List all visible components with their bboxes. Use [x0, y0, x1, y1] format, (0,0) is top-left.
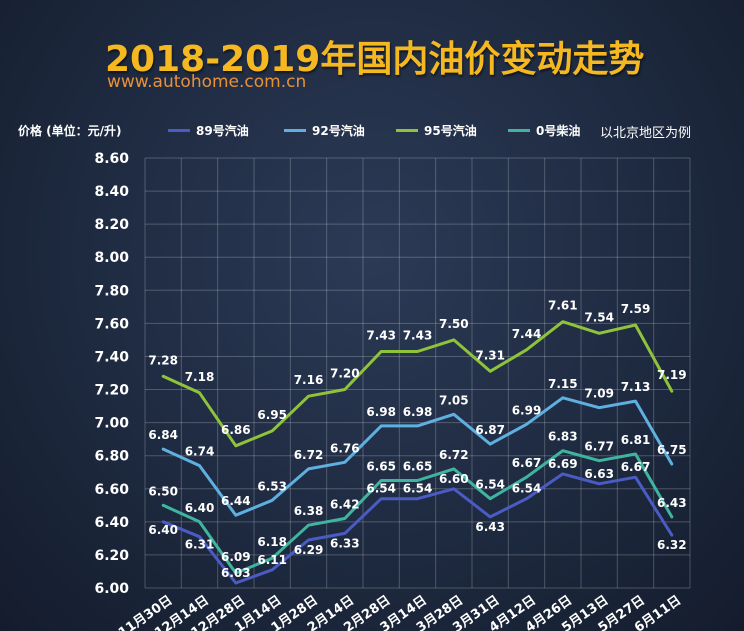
- data-label: 6.54: [403, 482, 433, 496]
- series-line-0: [161, 472, 674, 585]
- y-tick-label: 6.20: [94, 548, 129, 564]
- data-label: 6.11: [257, 553, 287, 567]
- data-label: 6.09: [221, 550, 251, 564]
- data-label: 6.99: [512, 403, 542, 417]
- data-label: 6.76: [330, 441, 360, 455]
- data-label: 6.43: [475, 520, 505, 534]
- data-label: 6.43: [657, 496, 687, 510]
- legend-item-95: 95号汽油: [396, 120, 477, 140]
- data-label: 6.67: [512, 456, 542, 470]
- data-label: 6.65: [403, 460, 433, 474]
- data-label: 6.84: [148, 428, 178, 442]
- y-tick-label: 8.00: [94, 250, 129, 266]
- data-label: 6.72: [439, 448, 469, 462]
- region-note: 以北京地区为例: [600, 126, 692, 141]
- data-label: 7.50: [439, 317, 469, 331]
- data-label: 6.86: [221, 423, 251, 437]
- data-label: 7.44: [512, 327, 542, 341]
- data-label: 6.60: [439, 472, 469, 486]
- data-label: 6.63: [584, 467, 614, 481]
- data-label: 6.50: [148, 484, 178, 498]
- data-label: 7.19: [657, 368, 687, 382]
- data-label: 6.42: [330, 498, 360, 512]
- data-label: 7.16: [294, 373, 324, 387]
- data-label: 7.54: [584, 310, 614, 324]
- data-label: 6.98: [403, 405, 433, 419]
- data-label: 7.09: [584, 387, 614, 401]
- data-label: 6.53: [257, 479, 287, 493]
- data-label: 7.59: [621, 302, 651, 316]
- data-label: 6.38: [294, 504, 324, 518]
- data-label: 6.77: [584, 440, 614, 454]
- y-tick-label: 8.60: [94, 151, 129, 167]
- legend-swatch-89: [168, 128, 190, 132]
- legend: 89号汽油 92号汽油 95号汽油 0号柴油: [168, 120, 738, 140]
- data-label: 6.54: [475, 478, 505, 492]
- data-label: 7.43: [366, 329, 396, 343]
- legend-swatch-95: [396, 128, 418, 132]
- data-label: 7.20: [330, 367, 360, 381]
- data-label: 7.43: [403, 329, 433, 343]
- legend-item-89: 89号汽油: [168, 120, 249, 140]
- data-label: 6.72: [294, 448, 324, 462]
- data-label: 6.03: [221, 566, 251, 580]
- data-label: 6.29: [294, 543, 324, 557]
- y-tick-label: 7.60: [94, 316, 129, 332]
- y-tick-label: 7.20: [94, 383, 129, 399]
- y-tick-label: 7.40: [94, 349, 129, 365]
- legend-label-92: 92号汽油: [312, 123, 365, 138]
- series-line-1: [161, 396, 674, 517]
- y-tick-label: 8.20: [94, 217, 129, 233]
- legend-swatch-92: [284, 128, 306, 132]
- data-label: 7.15: [548, 377, 578, 391]
- data-label: 7.28: [148, 353, 178, 367]
- data-label: 6.31: [185, 538, 215, 552]
- data-label: 6.98: [366, 405, 396, 419]
- data-label: 6.74: [185, 445, 215, 459]
- legend-label-diesel: 0号柴油: [536, 123, 581, 138]
- data-label: 6.81: [621, 433, 651, 447]
- data-label: 7.13: [621, 380, 651, 394]
- y-tick-label: 6.00: [94, 581, 129, 597]
- chart-title: 2018-2019年国内油价变动走势: [105, 39, 645, 80]
- data-label: 6.32: [657, 538, 687, 552]
- data-label: 6.83: [548, 430, 578, 444]
- series-line-3: [161, 449, 674, 575]
- data-label: 6.54: [366, 482, 396, 496]
- data-label: 6.75: [657, 443, 687, 457]
- data-label: 6.44: [221, 494, 251, 508]
- legend-swatch-diesel: [508, 128, 530, 132]
- data-label: 6.65: [366, 460, 396, 474]
- data-label: 7.18: [185, 370, 215, 384]
- data-label: 6.54: [512, 482, 542, 496]
- data-label: 6.40: [148, 523, 178, 537]
- y-tick-label: 7.00: [94, 416, 129, 432]
- legend-label-89: 89号汽油: [196, 123, 249, 138]
- data-label: 6.40: [185, 501, 215, 515]
- data-label: 6.95: [257, 408, 287, 422]
- data-label: 6.67: [621, 460, 651, 474]
- y-tick-label: 6.80: [94, 449, 129, 465]
- y-tick-label: 6.60: [94, 482, 129, 498]
- y-tick-label: 7.80: [94, 283, 129, 299]
- legend-item-92: 92号汽油: [284, 120, 365, 140]
- data-label: 7.61: [548, 299, 578, 313]
- series-line-2: [161, 320, 674, 448]
- legend-item-diesel: 0号柴油: [508, 120, 580, 140]
- data-label: 6.18: [257, 535, 287, 549]
- y-tick-label: 8.40: [94, 184, 129, 200]
- y-tick-label: 6.40: [94, 515, 129, 531]
- data-label: 7.31: [475, 348, 505, 362]
- y-axis-label: 价格 (单位：元/升): [18, 124, 122, 138]
- data-label: 6.87: [475, 423, 505, 437]
- data-label: 6.69: [548, 457, 578, 471]
- data-label: 7.05: [439, 393, 469, 407]
- data-label: 6.33: [330, 536, 360, 550]
- legend-label-95: 95号汽油: [424, 123, 477, 138]
- source-url: www.autohome.com.cn: [107, 72, 307, 92]
